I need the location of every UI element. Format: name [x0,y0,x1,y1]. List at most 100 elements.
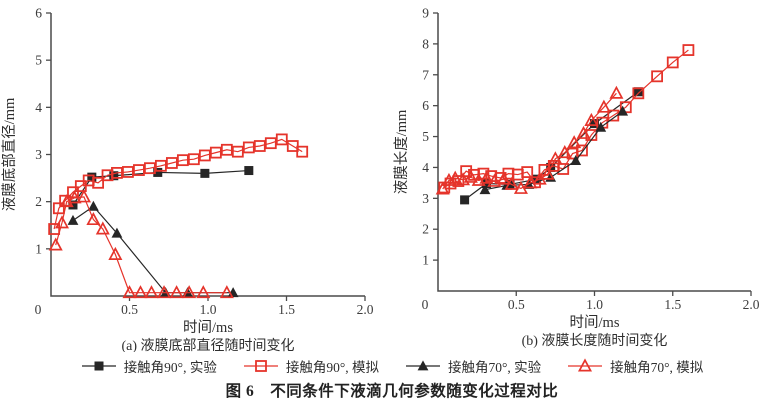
data-point-square-open [209,146,222,159]
data-point-triangle-open [487,173,502,187]
data-point-triangle-open [496,171,511,185]
data-point-triangle-open [144,285,159,299]
data-point-square-open [52,202,65,215]
data-point-square-open [48,223,61,235]
data-point-square-open [198,149,211,162]
data-point-triangle-open [122,285,137,299]
data-point-triangle-open [169,285,184,299]
y-tick-label: 3 [35,147,42,162]
series-exp90 [460,87,643,205]
data-point-square-open [92,176,104,189]
data-point-triangle-open [540,166,555,180]
data-point-triangle-open [448,170,463,184]
axis-lines [437,13,751,292]
legend-label: 接触角90°, 实验 [123,360,217,375]
x-axis-label: 时间/ms [570,314,620,331]
data-point-triangle-open [584,112,599,126]
data-point-square-open [651,70,664,83]
data-point-square-open [220,143,233,156]
legend: 接触角90°, 实验 接触角90°, 模拟 接触角70°, 实验 接触角70°, 模拟 [0,355,784,377]
data-point-square-open [67,186,79,199]
data-point-triangle-open [86,211,101,226]
data-point-triangle-open [219,285,234,299]
data-point-square-open [154,159,167,172]
data-point-square-open [133,164,145,176]
data-point-square-open [231,145,244,158]
x-tick-label: 1.0 [200,302,217,317]
legend-item-sim90: 接触角90°, 模拟 [243,356,379,376]
data-point-triangle-filled [111,227,123,238]
y-tick-label: 9 [422,6,429,21]
y-axis-label: 液膜底部直径/mm [1,97,18,211]
data-point-triangle-open [95,221,110,235]
data-point-square-filled [460,195,470,205]
data-point-square-open [632,87,645,100]
data-point-triangle-open [504,176,519,190]
x-tick-label: 0.5 [508,297,525,312]
x-axis-label: 时间/ms [183,319,233,336]
series-sim90 [438,44,695,194]
y-tick-label: 5 [422,129,429,144]
data-point-triangle-filled [617,105,629,116]
subplot-caption-b: (b) 液膜长度随时间变化 [522,333,668,349]
data-point-square-open [666,56,679,69]
legend-label: 接触角90°, 模拟 [285,360,379,375]
data-point-triangle-filled [501,179,513,190]
data-point-triangle-open [578,358,593,372]
data-point-triangle-open [435,181,450,195]
series-line [55,196,227,294]
data-point-square-filled [633,87,643,97]
data-point-square-filled [68,200,78,210]
x-tick-label: 1.5 [664,297,681,312]
triangle-filled-legend-icon [406,360,440,371]
data-point-triangle-open [576,125,591,139]
data-point-square-open [111,166,123,179]
data-point-square-filled [109,171,119,181]
legend-item-exp90: 接触角90°, 实验 [81,356,217,376]
data-point-triangle-open [196,285,211,299]
chart-b-canvas: 0 0.5 1.0 1.5 2.0 1 2 3 4 5 6 7 8 9 时间/ms 液膜长度/mm (b) 液膜… [393,6,760,350]
data-point-square-open [187,153,200,166]
data-point-triangle-open [54,215,70,229]
data-point-square-open [242,141,255,154]
data-point-square-open [557,163,570,175]
data-point-square-open [176,154,189,167]
data-point-triangle-open [76,189,91,203]
y-tick-label: 1 [35,241,42,256]
y-tick-label: 1 [422,253,429,268]
y-tick-label: 2 [422,222,429,237]
chart-a-canvas: 0 0.5 1.0 1.5 2.0 1 2 3 4 5 6 时间/ms 液膜底部直径/mm (a) 液膜底… [1,6,374,353]
x-tick-label: 0.5 [121,302,138,317]
series-exp70 [479,105,629,195]
data-point-triangle-open [567,135,582,149]
data-point-square-filled [153,167,163,177]
legend-label: 接触角70°, 模拟 [610,360,704,375]
data-point-square-open [253,140,266,152]
y-tick-label: 6 [35,6,42,21]
data-point-triangle-filled [570,155,582,166]
data-point-triangle-open [596,99,611,113]
legend-item-exp70: 接触角70°, 实验 [405,356,541,376]
data-point-triangle-filled [417,360,429,371]
series-sim70 [48,189,234,299]
data-point-square-open [296,145,309,158]
data-point-square-open [165,157,178,169]
data-point-square-open [521,166,534,178]
y-tick-label: 2 [35,194,42,209]
data-point-triangle-open [157,285,172,299]
y-tick-label: 5 [35,53,42,68]
figure-caption: 图 6 不同条件下液滴几何参数随变化过程对比 [225,383,559,400]
x-tick-label: 0 [422,297,429,312]
series-sim70 [435,85,624,195]
data-point-triangle-open [557,145,572,159]
y-tick-label: 4 [35,100,42,115]
data-point-triangle-open [133,285,148,299]
data-point-triangle-open [609,85,624,99]
data-point-triangle-open [471,172,486,186]
square-open-legend-icon [243,360,278,372]
legend-item-sim70: 接触角70°, 模拟 [567,356,703,376]
data-point-triangle-filled [87,200,99,211]
data-point-triangle-open [108,246,123,260]
x-tick-label: 2.0 [743,297,760,312]
